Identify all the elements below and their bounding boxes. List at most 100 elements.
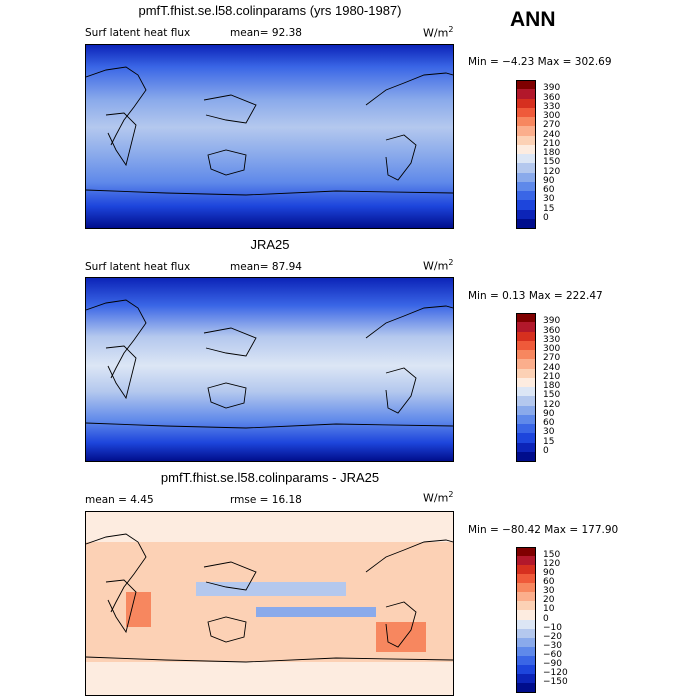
colorbar-tick-label: 360	[543, 92, 561, 103]
colorbar-tick-label: 0	[543, 212, 549, 223]
colorbar-tick-label: 90	[543, 568, 555, 579]
colorbar-swatch	[516, 313, 536, 323]
colorbar-tick-label: 0	[543, 613, 549, 624]
colorbar-tick-label: 240	[543, 362, 561, 373]
panel2-minmax: Min = 0.13 Max = 222.47	[468, 290, 603, 302]
colorbar-tick-label: 150	[543, 550, 561, 561]
colorbar-tick-label: 120	[543, 559, 561, 570]
panel1-mean: mean= 92.38	[230, 27, 302, 39]
colorbar-swatch	[516, 80, 536, 90]
colorbar-swatch	[516, 637, 536, 648]
colorbar-tick-label: 0	[543, 445, 549, 456]
colorbar-tick-label: 15	[543, 203, 555, 214]
colorbar-tick-label: −10	[543, 622, 562, 633]
panel3-colorbar: 150 120 90 60 30 20 10 0 −10 −20 −30 −60 −90 −120 −150	[516, 547, 568, 693]
colorbar-tick-label: 60	[543, 577, 555, 588]
colorbar-swatch	[516, 628, 536, 639]
colorbar-swatch	[516, 547, 536, 557]
panel3-rmse: rmse = 16.18	[230, 494, 302, 506]
panel1-units: W/m2	[423, 25, 454, 40]
panel2-mean: mean= 87.94	[230, 261, 302, 273]
panel2-map	[85, 277, 454, 462]
colorbar-swatch	[516, 163, 536, 173]
colorbar-swatch	[516, 350, 536, 360]
panel2-units: W/m2	[423, 258, 454, 273]
panel3-minmax: Min = −80.42 Max = 177.90	[468, 524, 619, 536]
panel2-colorbar: 390 360 330 300 270 240 210 180 150 120 90 60 30 15 0	[516, 313, 560, 462]
colorbar-swatch	[516, 592, 536, 602]
colorbar-tick-label: 330	[543, 334, 561, 345]
colorbar-swatch	[516, 377, 536, 388]
colorbar-swatch	[516, 414, 536, 425]
colorbar-tick-label: −150	[543, 676, 568, 687]
colorbar-tick-label: −120	[543, 667, 568, 678]
colorbar-swatch	[516, 126, 536, 136]
panel2-map-svg	[86, 278, 453, 461]
colorbar-tick-label: 390	[543, 83, 561, 94]
colorbar-swatch	[516, 331, 536, 342]
colorbar-tick-label: −20	[543, 631, 562, 642]
colorbar-tick-label: 360	[543, 325, 561, 336]
colorbar-swatch	[516, 218, 536, 229]
colorbar-tick-label: 150	[543, 157, 561, 168]
colorbar-swatch	[516, 359, 536, 369]
colorbar-tick-label: 390	[543, 316, 561, 327]
colorbar-swatch	[516, 98, 536, 109]
colorbar-swatch	[516, 610, 536, 620]
colorbar-swatch	[516, 565, 536, 575]
panel3-map	[85, 511, 454, 696]
colorbar-swatch	[516, 368, 536, 379]
colorbar-tick-label: 90	[543, 408, 555, 419]
colorbar-tick-label: 270	[543, 120, 561, 131]
colorbar-swatch	[516, 117, 536, 127]
colorbar-swatch	[516, 433, 536, 443]
colorbar-swatch	[516, 451, 536, 462]
season-label: ANN	[510, 8, 556, 31]
colorbar-tick-label: 10	[543, 604, 555, 615]
colorbar-tick-label: 330	[543, 101, 561, 112]
colorbar-tick-label: 270	[543, 353, 561, 364]
colorbar-swatch	[516, 601, 536, 611]
colorbar-tick-label: 60	[543, 418, 555, 428]
panel3-title: pmfT.fhist.se.l58.colinparams - JRA25	[160, 470, 380, 485]
colorbar-swatch	[516, 442, 536, 453]
colorbar-tick-label: 120	[543, 166, 561, 177]
colorbar-swatch	[516, 89, 536, 99]
colorbar-tick-label: 15	[543, 436, 555, 447]
colorbar-swatch	[516, 387, 536, 397]
colorbar-tick-label: 180	[543, 381, 561, 391]
colorbar-swatch	[516, 664, 536, 675]
colorbar-swatch	[516, 181, 536, 192]
panel1-title: pmfT.fhist.se.l58.colinparams (yrs 1980-…	[138, 3, 402, 18]
colorbar-swatch	[516, 200, 536, 210]
panel3-units: W/m2	[423, 490, 454, 505]
colorbar-swatch	[516, 673, 536, 684]
colorbar-swatch	[516, 682, 536, 693]
colorbar-swatch	[516, 172, 536, 183]
colorbar-tick-label: −60	[543, 649, 562, 660]
colorbar-tick-label: 300	[543, 344, 561, 354]
colorbar-swatch	[516, 209, 536, 220]
colorbar-tick-label: 180	[543, 148, 561, 158]
colorbar-swatch	[516, 154, 536, 164]
colorbar-tick-label: 30	[543, 194, 555, 205]
colorbar-swatch	[516, 135, 536, 146]
colorbar-swatch	[516, 191, 536, 201]
colorbar-swatch	[516, 574, 536, 584]
colorbar-tick-label: 30	[543, 427, 555, 438]
panel2-title: JRA25	[250, 237, 290, 252]
colorbar-tick-label: 300	[543, 111, 561, 121]
colorbar-tick-label: 20	[543, 595, 555, 606]
colorbar-tick-label: 60	[543, 185, 555, 195]
panel3-map-svg	[86, 512, 453, 695]
panel1-colorbar: 390 360 330 300 270 240 210 180 150 120 90 60 30 15 0	[516, 80, 560, 229]
colorbar-swatch	[516, 340, 536, 351]
colorbar-swatch	[516, 556, 536, 566]
colorbar-swatch	[516, 144, 536, 155]
colorbar-tick-label: 90	[543, 175, 555, 186]
colorbar-tick-label: 210	[543, 371, 561, 382]
colorbar-tick-label: 210	[543, 138, 561, 149]
colorbar-swatch	[516, 396, 536, 406]
panel1-map-svg	[86, 45, 453, 228]
colorbar-swatch	[516, 583, 536, 593]
